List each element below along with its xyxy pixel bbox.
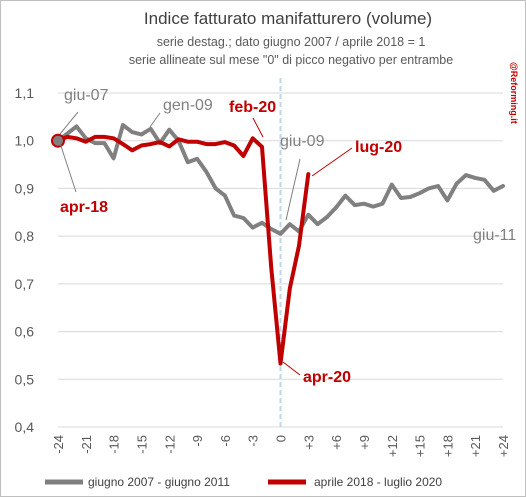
annotation-apr-20: apr-20	[303, 369, 351, 386]
annotation-giu-09: giu-09	[280, 133, 325, 150]
annotation-lug-20: lug-20	[355, 139, 402, 156]
annotation-apr-18: apr-18	[60, 199, 108, 216]
y-tick-label: 1,1	[15, 85, 35, 101]
annotation-feb-20: feb-20	[229, 99, 276, 116]
y-tick-label: 0,4	[15, 419, 35, 435]
series-layer	[51, 123, 505, 366]
x-tick-label: -15	[134, 435, 149, 454]
x-tick-label: +24	[496, 435, 511, 457]
x-tick-label: -3	[246, 435, 261, 447]
x-tick-label: -18	[107, 435, 122, 454]
annotation-gen-09: gen-09	[163, 97, 213, 114]
x-tick-label: -24	[51, 435, 66, 454]
x-tick-label: -21	[79, 435, 94, 454]
legend-label: aprile 2018 - luglio 2020	[314, 475, 442, 489]
x-tick-label: +3	[301, 435, 316, 450]
y-tick-label: 0,6	[15, 324, 35, 340]
annotation-leader	[282, 361, 301, 376]
chart-subtitle-line-1: serie destag.; dato giugno 2007 / aprile…	[157, 35, 426, 49]
x-tick-label: +15	[413, 435, 428, 457]
y-tick-label: 0,8	[15, 228, 35, 244]
x-tick-label: -9	[190, 435, 205, 447]
y-tick-label: 0,9	[15, 180, 35, 196]
x-tick-label: +12	[385, 435, 400, 457]
y-tick-label: 0,7	[15, 276, 35, 292]
annotation-leader	[311, 147, 353, 177]
watermark: @Reforming.it	[509, 62, 519, 124]
legend: giugno 2007 - giugno 2011 aprile 2018 - l…	[45, 475, 442, 489]
y-tick-label: 0,5	[15, 371, 35, 387]
x-tick-label: +9	[357, 435, 372, 450]
annotations-layer: giu-07 gen-09 giu-09 giu-11 apr-18 feb-20 apr-…	[59, 87, 516, 386]
annotation-leader	[59, 111, 79, 135]
gridlines	[58, 92, 503, 428]
x-tick-label: -6	[218, 435, 233, 447]
annotation-giu-11: giu-11	[473, 227, 516, 244]
series-start-marker	[51, 133, 65, 148]
x-tick-label: +21	[468, 435, 483, 457]
series-line-2007-2011	[56, 123, 505, 236]
x-tick-label: 0	[274, 435, 289, 442]
x-tick-label: -12	[162, 435, 177, 454]
annotation-leader	[285, 158, 301, 221]
legend-label: giugno 2007 - giugno 2011	[88, 475, 230, 489]
y-axis-ticks: 0,4 0,5 0,6 0,7 0,8 0,9 1,0 1,1	[15, 85, 35, 435]
annotation-leader	[59, 142, 77, 193]
y-tick-label: 1,0	[15, 133, 35, 149]
annotation-giu-07: giu-07	[64, 87, 109, 104]
series-line-2018-2020	[56, 134, 311, 366]
annotation-leader	[149, 112, 161, 128]
x-axis-ticks: -24 -21 -18 -15 -12 -9 -6 -3 0 +3 +6 +9 +12 +15 +18 +21…	[51, 435, 511, 457]
chart-title: Indice fatturato manifatturero (volume)	[144, 9, 432, 28]
x-tick-label: +6	[329, 435, 344, 450]
annotation-leader	[252, 117, 264, 138]
x-tick-label: +18	[440, 435, 455, 457]
chart-subtitle-line-2: serie allineate sul mese "0" di picco ne…	[129, 53, 453, 67]
